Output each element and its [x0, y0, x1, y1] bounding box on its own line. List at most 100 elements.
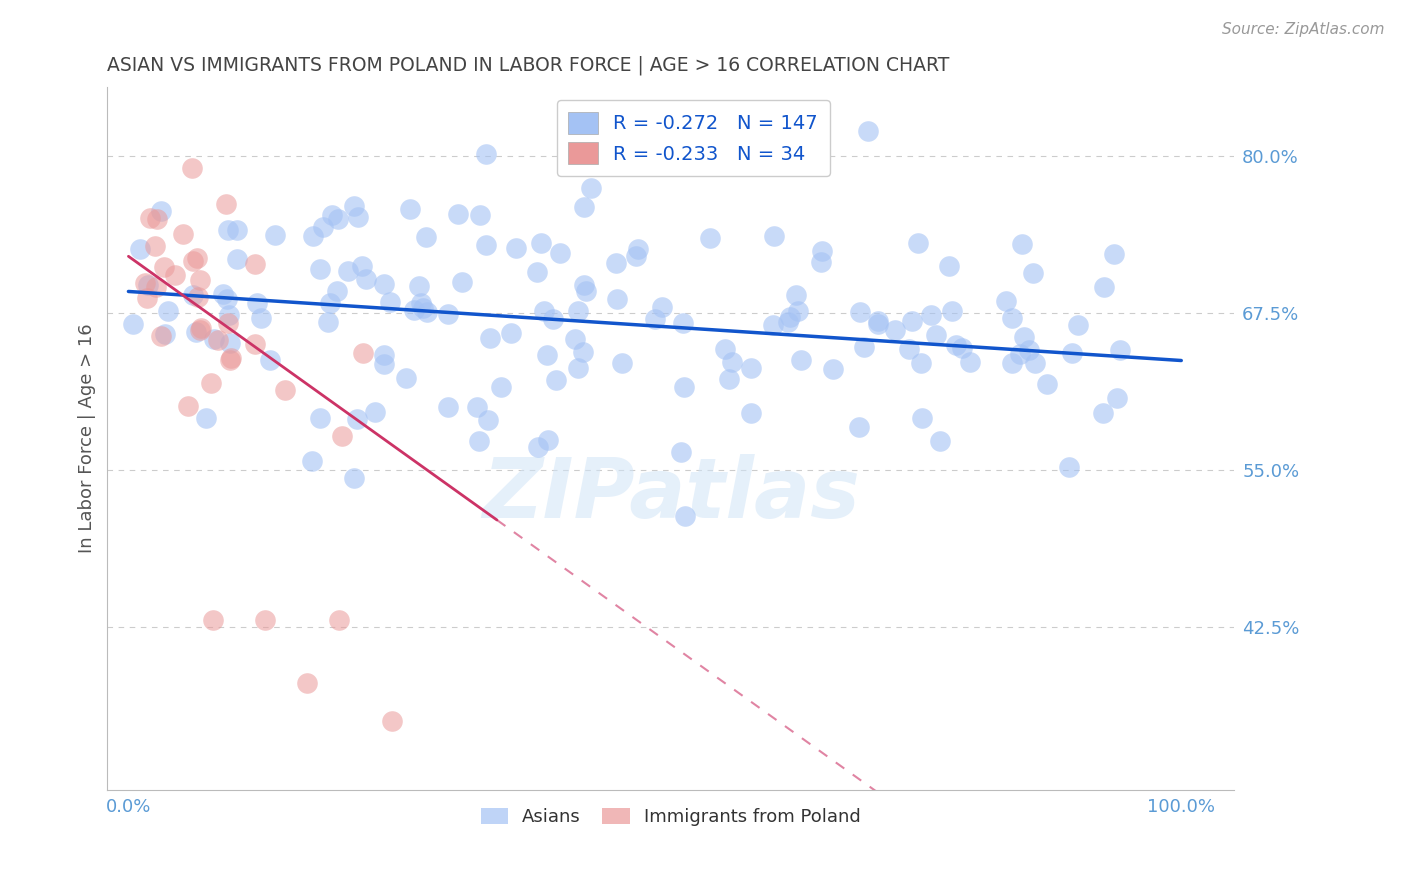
Point	[776, 315, 799, 329]
Point	[537, 434, 560, 448]
Point	[907, 236, 929, 251]
Point	[139, 211, 162, 225]
Point	[326, 285, 349, 299]
Point	[470, 208, 492, 222]
Point	[246, 296, 269, 310]
Point	[1018, 343, 1040, 358]
Point	[202, 332, 225, 346]
Point	[533, 303, 555, 318]
Point	[1014, 329, 1036, 343]
Point	[606, 293, 628, 307]
Point	[1062, 346, 1084, 360]
Point	[350, 259, 373, 273]
Point	[848, 420, 870, 434]
Point	[858, 124, 880, 138]
Point	[363, 405, 385, 419]
Point	[1036, 376, 1059, 391]
Point	[201, 614, 224, 628]
Point	[491, 379, 513, 393]
Point	[564, 332, 586, 346]
Point	[149, 329, 172, 343]
Point	[180, 161, 202, 176]
Point	[259, 353, 281, 368]
Point	[1024, 356, 1046, 370]
Point	[451, 275, 474, 289]
Point	[787, 303, 810, 318]
Point	[332, 429, 354, 443]
Point	[249, 311, 271, 326]
Point	[194, 411, 217, 425]
Point	[849, 305, 872, 319]
Point	[1057, 459, 1080, 474]
Point	[342, 199, 364, 213]
Point	[342, 470, 364, 484]
Point	[713, 342, 735, 356]
Point	[1022, 266, 1045, 280]
Point	[499, 326, 522, 340]
Point	[186, 252, 208, 266]
Legend: Asians, Immigrants from Poland: Asians, Immigrants from Poland	[474, 801, 868, 834]
Point	[1008, 347, 1031, 361]
Point	[172, 227, 194, 241]
Point	[415, 305, 437, 319]
Point	[929, 434, 952, 449]
Point	[1001, 355, 1024, 369]
Point	[398, 202, 420, 216]
Point	[720, 354, 742, 368]
Point	[868, 317, 890, 331]
Point	[415, 230, 437, 244]
Point	[536, 348, 558, 362]
Point	[478, 331, 501, 345]
Point	[312, 219, 335, 234]
Point	[1067, 318, 1090, 332]
Point	[610, 356, 633, 370]
Point	[219, 351, 242, 366]
Point	[672, 316, 695, 330]
Point	[352, 346, 374, 360]
Point	[925, 328, 948, 343]
Point	[477, 413, 499, 427]
Point	[190, 320, 212, 334]
Point	[810, 244, 832, 259]
Point	[373, 357, 395, 371]
Point	[187, 290, 209, 304]
Point	[409, 296, 432, 310]
Point	[527, 440, 550, 454]
Point	[136, 278, 159, 293]
Point	[165, 268, 187, 282]
Point	[215, 292, 238, 306]
Point	[212, 287, 235, 301]
Point	[920, 308, 942, 322]
Point	[337, 263, 360, 277]
Point	[740, 361, 762, 376]
Point	[530, 235, 553, 250]
Point	[381, 714, 404, 728]
Point	[1092, 280, 1115, 294]
Point	[319, 295, 342, 310]
Point	[945, 338, 967, 352]
Point	[897, 343, 920, 357]
Y-axis label: In Labor Force | Age > 16: In Labor Force | Age > 16	[79, 324, 96, 553]
Point	[567, 304, 589, 318]
Point	[1001, 311, 1024, 326]
Point	[186, 325, 208, 339]
Point	[301, 454, 323, 468]
Point	[200, 376, 222, 391]
Point	[468, 434, 491, 449]
Point	[150, 204, 173, 219]
Point	[901, 314, 924, 328]
Point	[219, 352, 242, 367]
Point	[218, 308, 240, 322]
Point	[699, 231, 721, 245]
Point	[308, 410, 330, 425]
Point	[475, 147, 498, 161]
Point	[821, 361, 844, 376]
Point	[1108, 343, 1130, 358]
Point	[740, 406, 762, 420]
Point	[321, 208, 343, 222]
Point	[412, 301, 434, 315]
Point	[274, 383, 297, 397]
Point	[129, 242, 152, 256]
Point	[395, 371, 418, 385]
Point	[297, 676, 319, 690]
